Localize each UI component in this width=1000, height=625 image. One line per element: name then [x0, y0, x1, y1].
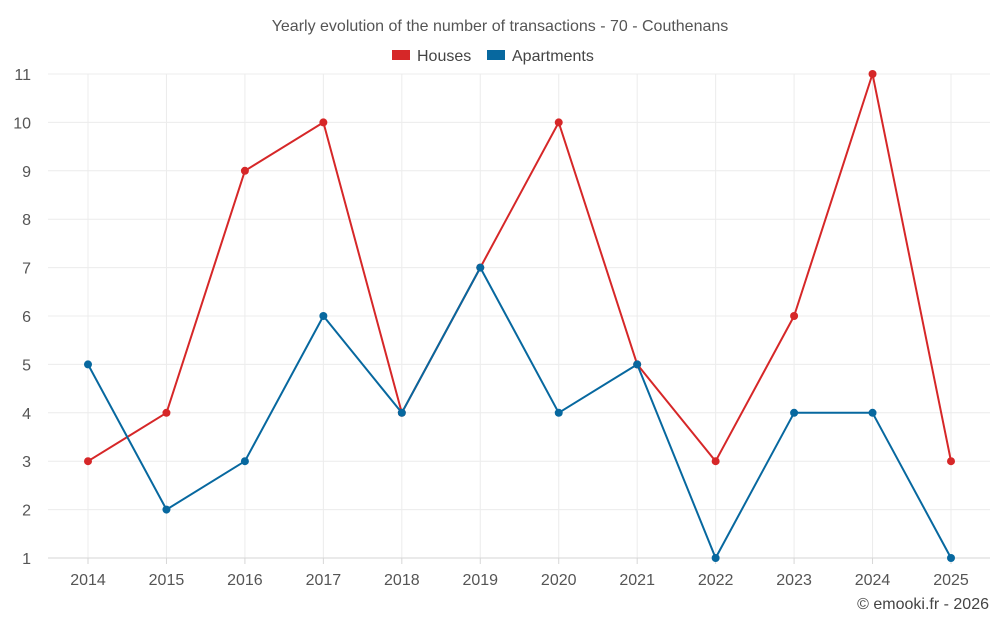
data-point-apartments[interactable] — [319, 312, 328, 320]
data-point-apartments[interactable] — [240, 457, 249, 466]
legend: Houses Apartments — [392, 48, 594, 65]
axes: 1 2 3 4 5 6 7 8 9 10 11 2014 2015 2016 2017 2018 2019 202… — [13, 67, 990, 589]
data-point-apartments[interactable] — [868, 408, 877, 417]
y-tick-label: 3 — [22, 454, 31, 471]
x-tick-label: 2024 — [855, 572, 891, 589]
data-point-apartments[interactable] — [633, 360, 642, 369]
data-point-houses[interactable] — [711, 457, 720, 466]
x-tick-label: 2019 — [462, 572, 498, 589]
legend-swatch-apartments — [487, 50, 505, 60]
data-point-apartments[interactable] — [397, 408, 406, 417]
series-line-apartments — [87, 266, 952, 559]
data-point-houses[interactable] — [319, 118, 328, 127]
data-point-houses[interactable] — [790, 312, 799, 320]
y-tick-label: 8 — [22, 212, 31, 229]
x-tick-label: 2021 — [619, 572, 655, 589]
y-tick-label: 1 — [22, 551, 31, 568]
data-point-apartments[interactable] — [84, 360, 92, 369]
series-line-houses — [87, 73, 952, 463]
data-point-apartments[interactable] — [947, 554, 955, 562]
x-tick-label: 2014 — [70, 572, 106, 589]
legend-label-houses: Houses — [417, 48, 471, 65]
data-point-houses[interactable] — [554, 118, 563, 127]
x-tick-label: 2017 — [306, 572, 342, 589]
credit-text: © emooki.fr - 2026 — [857, 596, 989, 613]
data-point-houses[interactable] — [84, 457, 92, 466]
legend-item-apartments[interactable]: Apartments — [487, 48, 594, 65]
y-tick-label: 7 — [22, 261, 31, 278]
series-apartments — [84, 263, 955, 562]
data-point-apartments[interactable] — [162, 505, 171, 514]
data-point-houses[interactable] — [240, 166, 249, 175]
y-tick-label: 4 — [22, 406, 31, 423]
y-tick-label: 6 — [22, 309, 31, 326]
y-tick-label: 11 — [14, 67, 31, 84]
x-tick-label: 2016 — [227, 572, 263, 589]
data-point-apartments[interactable] — [476, 263, 485, 272]
data-point-houses[interactable] — [868, 70, 877, 78]
chart-title: Yearly evolution of the number of transa… — [272, 18, 729, 35]
data-point-apartments[interactable] — [790, 408, 799, 417]
legend-label-apartments: Apartments — [512, 48, 594, 65]
x-tick-label: 2018 — [384, 572, 420, 589]
y-tick-label: 10 — [13, 115, 31, 132]
data-point-houses[interactable] — [947, 457, 955, 466]
legend-item-houses[interactable]: Houses — [392, 48, 471, 65]
data-point-apartments[interactable] — [554, 408, 563, 417]
x-tick-label: 2025 — [933, 572, 969, 589]
x-tick-label: 2020 — [541, 572, 577, 589]
x-tick-label: 2023 — [776, 572, 812, 589]
y-tick-label: 2 — [22, 503, 31, 520]
series — [84, 70, 955, 562]
y-tick-label: 9 — [22, 164, 31, 181]
data-point-apartments[interactable] — [711, 554, 720, 562]
y-tick-label: 5 — [22, 357, 31, 374]
legend-swatch-houses — [392, 50, 410, 60]
x-tick-label: 2015 — [149, 572, 185, 589]
data-point-houses[interactable] — [162, 408, 171, 417]
x-tick-label: 2022 — [698, 572, 734, 589]
